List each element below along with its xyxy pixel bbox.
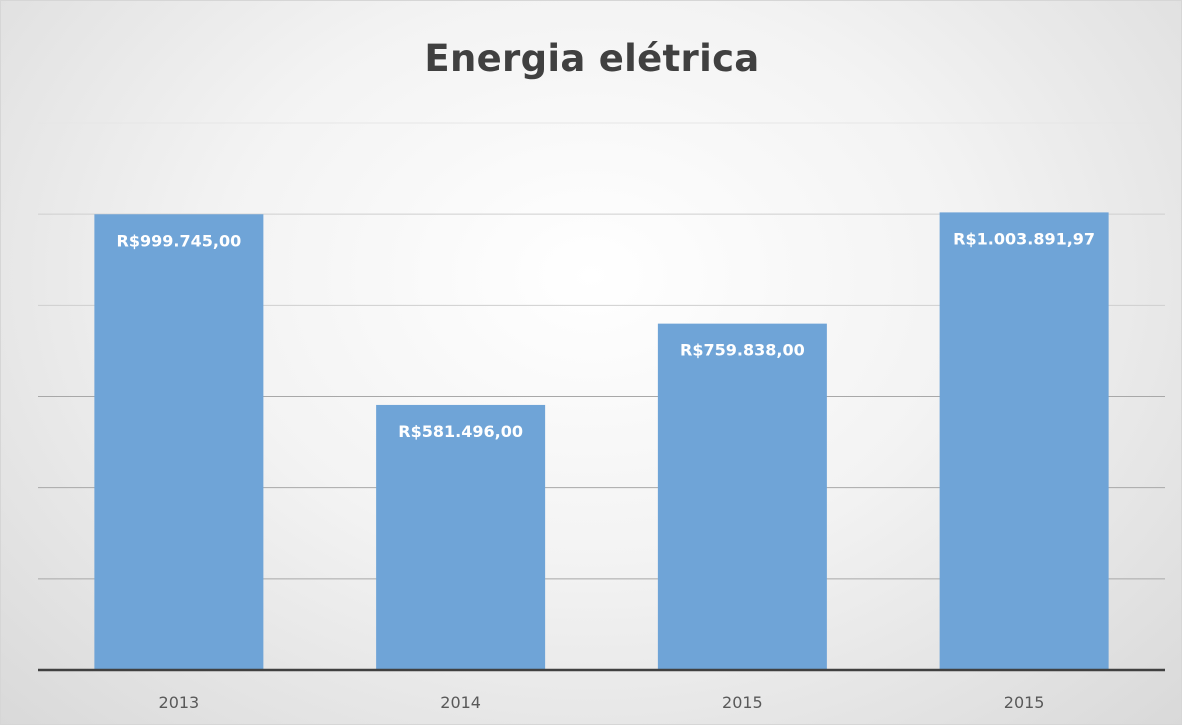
x-tick-label-3: 2015: [1004, 693, 1045, 712]
data-label-3: R$1.003.891,97: [953, 229, 1095, 248]
x-tick-label-0: 2013: [159, 693, 200, 712]
data-label-0: R$999.745,00: [117, 231, 242, 250]
data-label-2: R$759.838,00: [680, 341, 805, 360]
bar-0[interactable]: [94, 214, 264, 670]
bar-2[interactable]: [657, 323, 827, 670]
x-tick-label-2: 2015: [722, 693, 763, 712]
chart-title: Energia elétrica: [424, 37, 760, 80]
bar-1[interactable]: [376, 404, 546, 670]
data-label-1: R$581.496,00: [398, 422, 523, 441]
x-tick-label-1: 2014: [440, 693, 481, 712]
bar-3[interactable]: [939, 212, 1109, 670]
